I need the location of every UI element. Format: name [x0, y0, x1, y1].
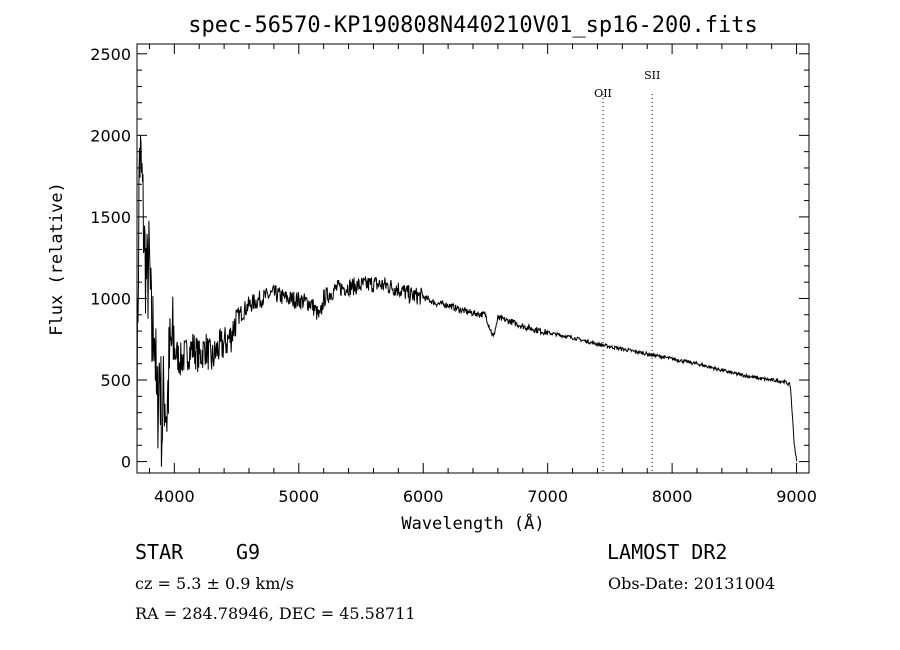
observation-date: Obs-Date: 20131004 — [608, 574, 776, 593]
emission-line-markers: OII SII — [594, 69, 660, 473]
redshift-velocity: cz = 5.3 ± 0.9 km/s — [135, 574, 294, 593]
x-tick-label: 9000 — [776, 487, 817, 506]
x-axis: 4000 5000 6000 7000 8000 9000 — [148, 44, 817, 506]
y-axis-label: Flux (relative) — [47, 182, 67, 336]
coordinates: RA = 284.78946, DEC = 45.58711 — [135, 604, 416, 623]
x-tick-label: 5000 — [278, 487, 319, 506]
x-axis-label: Wavelength (Å) — [401, 512, 544, 534]
survey-name: LAMOST DR2 — [607, 540, 728, 564]
y-tick-label: 1000 — [90, 289, 131, 308]
y-tick-label: 2500 — [90, 45, 131, 64]
plot-frame — [136, 43, 810, 474]
chart-title: spec-56570-KP190808N440210V01_sp16-200.f… — [188, 13, 758, 38]
y-tick-label: 1500 — [90, 208, 131, 227]
y-tick-label: 2000 — [90, 126, 131, 145]
y-tick-label: 500 — [100, 371, 131, 390]
line-marker-label: OII — [594, 87, 612, 100]
y-axis: 0 500 1000 1500 2000 2500 — [90, 45, 809, 472]
object-class: STAR — [135, 540, 184, 564]
x-tick-label: 7000 — [527, 487, 568, 506]
x-tick-label: 8000 — [652, 487, 693, 506]
line-marker-label: SII — [644, 69, 660, 82]
x-tick-label: 6000 — [403, 487, 444, 506]
y-tick-label: 0 — [121, 453, 131, 472]
spectrum-line — [136, 135, 798, 467]
object-subclass: G9 — [236, 540, 261, 564]
x-tick-label: 4000 — [154, 487, 195, 506]
